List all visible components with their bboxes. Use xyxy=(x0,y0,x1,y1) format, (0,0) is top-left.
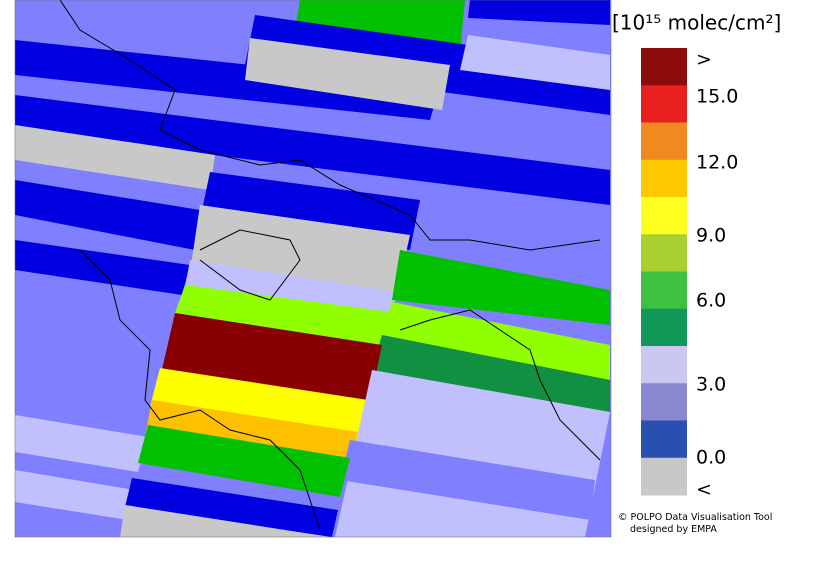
map xyxy=(14,0,612,538)
pixel xyxy=(150,368,368,440)
pixel xyxy=(392,250,610,325)
coastline xyxy=(59,0,601,531)
colorbar-label: 3.0 xyxy=(696,374,726,396)
colorbar-bin xyxy=(641,159,687,198)
colorbar-label: 9.0 xyxy=(696,225,726,247)
colorbar-bin xyxy=(641,48,687,86)
colorbar-bin xyxy=(641,122,687,161)
credit: © POLPO Data Visualisation Tool xyxy=(618,512,772,523)
legend-title: [10¹⁵ molec/cm²] xyxy=(612,11,781,35)
pixel xyxy=(15,125,215,190)
pixel xyxy=(468,0,610,25)
pixel xyxy=(185,260,395,318)
pixel xyxy=(382,302,610,380)
colorbar-label: > xyxy=(696,49,712,71)
pixel xyxy=(460,35,610,90)
credit: designed by EMPA xyxy=(630,524,717,535)
pixel xyxy=(138,425,350,497)
pixel xyxy=(125,478,338,537)
map-frame xyxy=(14,0,612,538)
colorbar-label: 12.0 xyxy=(696,152,738,174)
pixel xyxy=(245,38,450,110)
pixel xyxy=(15,470,135,520)
colorbar-label: 0.0 xyxy=(696,447,726,469)
colorbar: >15.0 12.0 9.0 6.0 3.0 0.0 < xyxy=(641,48,738,501)
colorbar-bin xyxy=(641,85,687,123)
colorbar-bin xyxy=(641,457,687,496)
pixel xyxy=(175,285,392,345)
pixel xyxy=(15,95,610,205)
pixel xyxy=(15,180,200,250)
colorbar-bin xyxy=(641,346,687,384)
pixel xyxy=(15,40,440,120)
colorbar-bin xyxy=(641,420,687,459)
colorbar-label: 6.0 xyxy=(696,290,726,312)
pixel xyxy=(120,505,330,537)
pixel xyxy=(372,335,610,412)
colorbar-bin xyxy=(641,234,687,272)
pixel xyxy=(15,240,190,295)
colorbar-label: 15.0 xyxy=(696,86,738,108)
colorbar-label: < xyxy=(696,479,712,501)
colorbar-bin xyxy=(641,271,687,310)
pixel xyxy=(15,415,148,472)
pixel xyxy=(160,313,382,412)
pixel xyxy=(340,440,595,520)
colorbar-bin xyxy=(641,197,687,235)
colorbar-bin xyxy=(641,308,687,347)
colorbar-bin xyxy=(641,383,687,421)
